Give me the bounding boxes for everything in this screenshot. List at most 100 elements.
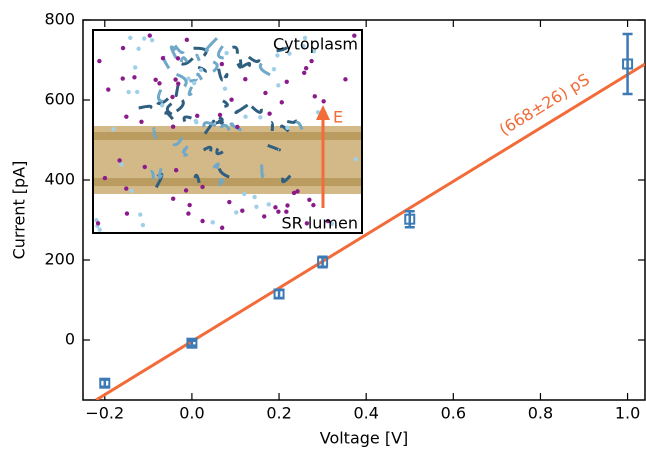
x-tick-label: −0.2 xyxy=(85,404,124,423)
ion xyxy=(186,211,191,216)
ion xyxy=(140,222,146,228)
ion xyxy=(124,211,130,216)
ion xyxy=(304,221,310,226)
field-label: E xyxy=(333,108,343,127)
protein-strand xyxy=(183,152,189,157)
protein-strand xyxy=(217,68,224,82)
protein-strand xyxy=(219,123,231,131)
ion xyxy=(301,44,306,49)
protein-strand xyxy=(156,88,164,103)
x-tick-label: 0.8 xyxy=(528,404,553,423)
protein-strand xyxy=(172,136,184,147)
ion xyxy=(243,77,248,82)
protein-strand xyxy=(193,173,201,184)
ion xyxy=(184,37,190,43)
protein-strand xyxy=(286,119,297,124)
protein-strand xyxy=(174,82,180,98)
ion xyxy=(134,89,140,95)
protein-strand xyxy=(223,72,229,79)
ion xyxy=(262,214,267,219)
protein-strand xyxy=(212,162,220,170)
ion xyxy=(129,188,134,194)
ion xyxy=(276,83,281,88)
ion xyxy=(192,80,197,86)
protein-strand xyxy=(216,45,224,60)
protein-strand xyxy=(232,45,239,54)
ion xyxy=(124,186,129,191)
ion xyxy=(263,90,268,96)
ion xyxy=(126,89,131,95)
ion xyxy=(295,189,300,194)
ion xyxy=(95,221,101,226)
y-tick-label: 600 xyxy=(44,90,75,109)
x-tick-label: 0.6 xyxy=(441,404,466,423)
ion xyxy=(254,204,259,209)
ion xyxy=(284,79,289,85)
protein-strand xyxy=(181,145,189,154)
ion xyxy=(173,77,178,82)
ion xyxy=(303,65,309,71)
ion xyxy=(227,199,232,205)
ion xyxy=(139,119,144,124)
protein-strand xyxy=(260,164,265,179)
protein-strand xyxy=(181,57,194,66)
ion xyxy=(138,212,143,217)
ion xyxy=(285,125,290,130)
ion xyxy=(321,99,326,104)
ion xyxy=(279,100,284,105)
ion xyxy=(276,209,281,214)
protein-strand xyxy=(229,122,242,132)
ion xyxy=(200,218,205,224)
ion xyxy=(153,77,158,83)
protein-strand xyxy=(250,105,263,114)
ion xyxy=(142,36,147,41)
plot-frame xyxy=(82,19,646,401)
marker xyxy=(622,58,634,70)
protein-strand xyxy=(276,46,288,53)
protein-strand xyxy=(175,73,188,88)
ion xyxy=(186,76,191,81)
field-arrow-head xyxy=(316,105,330,120)
ion xyxy=(219,225,225,230)
ion xyxy=(142,164,147,170)
ion xyxy=(343,77,348,82)
protein-strand xyxy=(202,145,213,152)
protein-strand xyxy=(217,178,225,187)
marker xyxy=(317,256,329,268)
ion xyxy=(312,94,317,99)
protein-strand xyxy=(179,56,189,63)
protein-strand xyxy=(270,121,274,132)
error-bar xyxy=(186,339,197,347)
ion xyxy=(309,58,314,64)
ion xyxy=(353,156,358,162)
ion xyxy=(132,75,137,80)
y-axis-label: Current [pA] xyxy=(10,161,29,260)
ion xyxy=(175,56,181,61)
ion xyxy=(242,191,247,197)
ion xyxy=(200,184,205,190)
protein-strand xyxy=(280,124,290,133)
protein-strand xyxy=(267,143,281,152)
ion xyxy=(311,48,317,54)
protein-strand xyxy=(165,102,173,116)
protein-strand xyxy=(236,59,243,69)
ion xyxy=(287,51,292,56)
protein-strand xyxy=(197,65,207,74)
ion xyxy=(243,114,248,119)
ion xyxy=(275,53,280,58)
ion xyxy=(159,103,165,108)
ion xyxy=(170,196,176,201)
ion xyxy=(234,210,239,215)
x-tick-label: 0.4 xyxy=(353,404,378,423)
marker xyxy=(404,213,416,225)
protein-strand xyxy=(202,121,217,128)
ion xyxy=(311,202,316,208)
inset-bottom-label: SR lumen xyxy=(281,214,358,233)
ion xyxy=(258,115,263,120)
marker xyxy=(273,288,285,300)
y-tick-label: 400 xyxy=(44,170,75,189)
ion xyxy=(119,162,124,167)
protein-strand xyxy=(240,61,252,69)
protein-strand xyxy=(182,115,192,123)
